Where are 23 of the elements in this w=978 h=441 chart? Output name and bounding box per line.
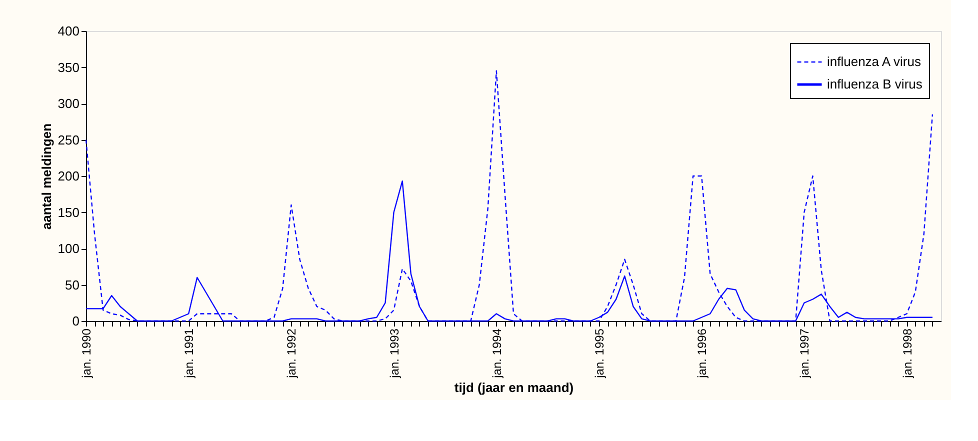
x-tick-label: jan. 1993	[387, 328, 402, 379]
x-tick-label: jan. 1995	[592, 328, 606, 379]
x-tick-label: jan. 1991	[182, 328, 196, 379]
legend-label: influenza A virus	[827, 54, 922, 69]
y-tick-label: 400	[58, 24, 80, 38]
y-tick-label: 300	[58, 96, 80, 111]
legend-label: influenza B virus	[827, 76, 923, 92]
y-tick-label: 250	[58, 132, 80, 148]
y-tick-label: 100	[58, 241, 80, 256]
x-axis-title: tijd (jaar en maand)	[454, 380, 574, 395]
y-tick-label: 0	[72, 314, 80, 328]
x-tick-label: jan. 1990	[80, 328, 94, 379]
x-tick-label: jan. 1997	[798, 328, 812, 379]
x-tick-label: jan. 1996	[695, 328, 710, 379]
x-tick-label: jan. 1992	[284, 328, 299, 379]
x-tick-label: jan. 1998	[900, 328, 914, 379]
y-tick-label: 50	[65, 277, 80, 292]
x-tick-label: jan. 1994	[490, 328, 504, 379]
y-tick-label: 200	[58, 168, 80, 184]
line-series	[85, 70, 934, 322]
y-axis-title: aantal meldingen	[38, 123, 54, 230]
y-tick-label: 150	[58, 204, 80, 220]
y-tick-label: 350	[58, 60, 80, 75]
